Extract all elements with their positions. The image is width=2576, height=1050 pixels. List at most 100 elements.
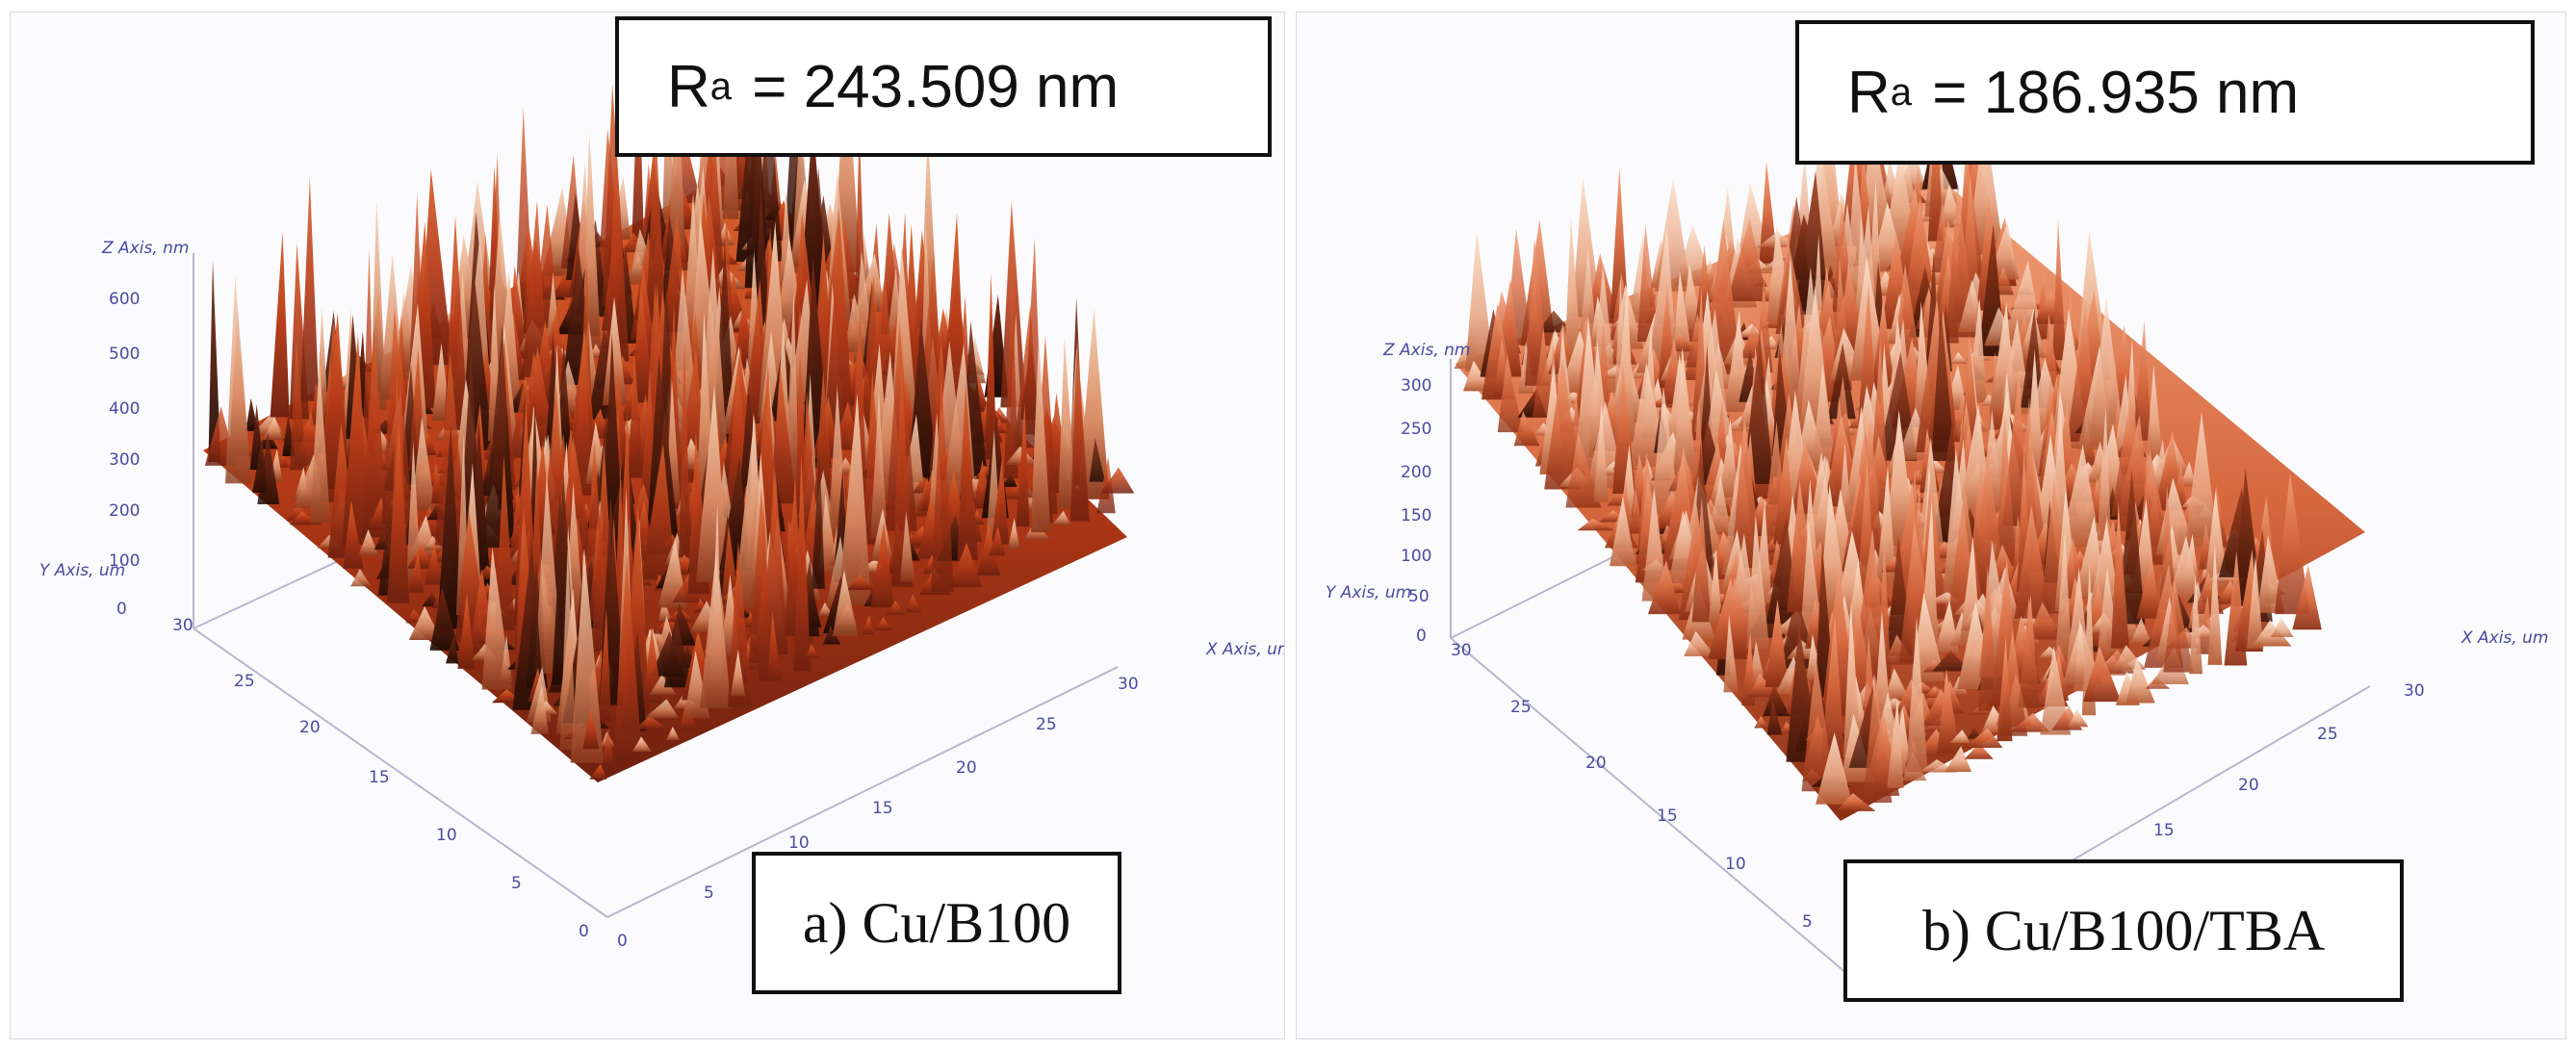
surface-peak [1727,218,1768,302]
surface-peak [832,570,859,637]
surface-peak [457,592,476,669]
surface-peak [1875,466,1896,584]
surface-peak [589,763,607,780]
surface-peak [2270,617,2294,638]
surface-peak [1801,656,1835,792]
ra-subscript: a [709,64,733,108]
surface-peak [1816,731,1853,805]
surface-peak [602,296,628,406]
afm-surface-b: Z Axis, nm Y Axis, um X Axis, um 300 250… [1326,91,2548,987]
z-tick: 500 [109,345,140,364]
surface-peak [846,574,874,591]
x-tick: 0 [617,932,628,951]
surface-peak [424,535,445,551]
surface-peak [1963,728,2003,748]
surface-peak [885,601,907,615]
surface-peak [672,572,705,603]
surface-peak [931,372,954,592]
surface-peak [1565,432,1602,508]
surface-peak [1723,614,1739,693]
surface-peak [1096,456,1116,514]
z-tick: 200 [109,501,140,521]
y-tick: 10 [1725,855,1746,874]
z-tick: 0 [116,600,127,619]
y-ticks-a: 30 25 20 15 10 5 0 [172,616,589,941]
surface-peak [1613,286,1636,443]
surface-peak [2125,656,2155,704]
surface-peak [257,431,280,505]
surface-peak [350,569,372,587]
surface-peak [411,417,436,511]
surface-peak [991,458,1010,545]
surface-peak [727,540,753,707]
surface-peak [2163,578,2194,673]
surface-peak [2111,501,2129,649]
surface-peak [1763,685,1791,717]
z-tick: 250 [1401,420,1431,439]
surface-peak [1708,548,1723,623]
surface-peak [1077,308,1110,499]
surface-peak [666,726,680,741]
z-axis-label-a: Z Axis, nm [101,239,189,258]
surface-peaks-a [203,35,1135,782]
surface-peak [1773,435,1795,545]
surface-peak [1544,357,1582,490]
surface-peak [429,587,459,651]
z-tick: 150 [1401,506,1431,525]
y-axis-label-a: Y Axis, um [39,561,125,580]
z-tick: 600 [109,290,140,309]
surface-peak [1718,419,1739,498]
surface-peak [657,598,672,622]
surface-peak [2246,555,2264,649]
surface-peak [949,542,983,588]
surface-peak [2040,645,2072,735]
surface-peak [1766,700,1783,735]
surface-peak [1016,402,1030,527]
surface-peak [407,545,437,569]
surface-peak [512,541,545,710]
surface-peak [2146,365,2163,462]
y-tick: 0 [579,922,589,941]
surface-peak [500,634,513,683]
x-axis-label-a: X Axis, um [1205,640,1284,659]
y-tick: 20 [299,718,321,737]
z-tick: 0 [1416,627,1427,646]
surface-peak [408,552,425,593]
surface-peak [977,524,1001,576]
surface-peak [362,326,388,538]
surface-peak [870,521,894,608]
surface-peak [270,231,290,418]
surface-peak [957,382,978,561]
surface-peak [1069,336,1090,522]
surface-peak [1765,599,1790,687]
surface-peak [605,144,630,362]
surface-peak [1691,496,1712,623]
surface-peak [342,334,370,546]
surface-peak [1978,566,1998,711]
surface-peak [985,272,997,460]
z-tick: 200 [1401,463,1431,482]
surface-peak [299,177,320,401]
surface-peak [1748,673,1779,698]
y-tick: 20 [1585,754,1607,773]
surface-peak [1736,323,1765,338]
surface-peak [1949,729,1971,744]
surface-peak [1610,166,1629,320]
x-tick: 30 [2404,681,2425,701]
surface-peak [2168,535,2201,600]
surface-peak [1673,346,1698,474]
z-tick: 300 [1401,376,1431,396]
surface-peak [1927,91,1944,242]
surface-peak [208,260,221,463]
surface-peak [1932,650,1971,672]
surface-peak [521,199,548,378]
surface-peak [1007,518,1020,550]
surface-peak [570,549,605,763]
surface-peak [1820,615,1845,759]
surface-peak [1610,496,1636,567]
surface-peak [602,728,615,765]
y-tick: 5 [1802,912,1813,932]
surface-peak [870,389,888,539]
surface-peak [824,218,855,433]
surface-peak [1593,402,1609,502]
